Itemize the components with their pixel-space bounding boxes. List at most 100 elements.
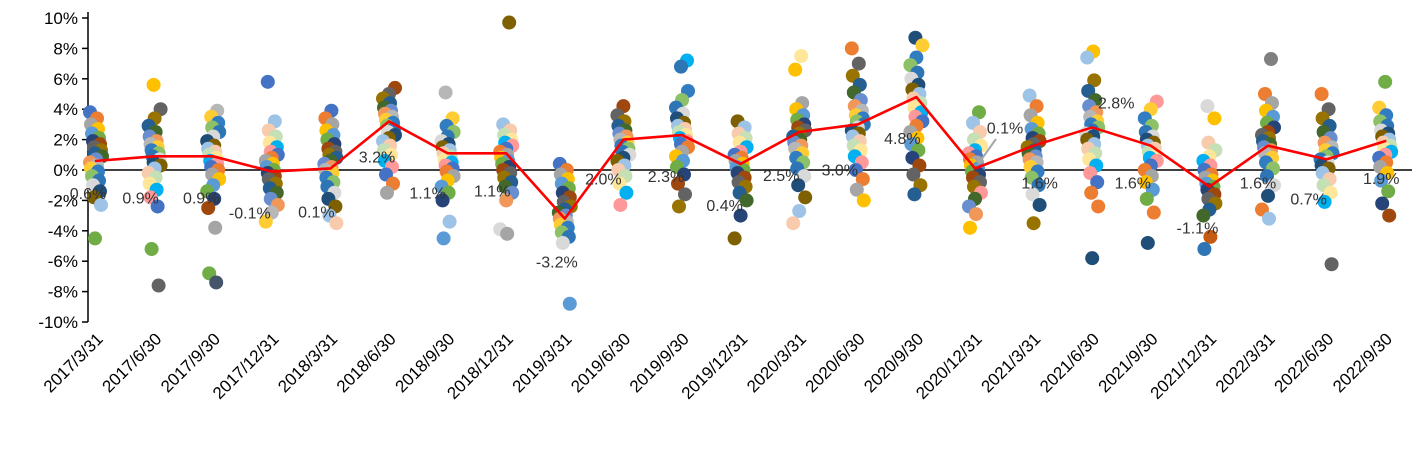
trend-data-label: 0.1% bbox=[987, 120, 1023, 137]
y-tick-label: -8% bbox=[48, 283, 78, 302]
y-tick-label: 10% bbox=[44, 9, 78, 28]
scatter-dot bbox=[1139, 191, 1154, 206]
scatter-dot bbox=[969, 207, 983, 222]
scatter-dot bbox=[1026, 216, 1041, 231]
scatter-dot bbox=[562, 296, 577, 311]
scatter-dot bbox=[499, 193, 514, 208]
scatter-dot bbox=[94, 197, 108, 212]
x-tick-label: 2022/3/31 bbox=[1212, 329, 1279, 396]
scatter-dot bbox=[438, 85, 453, 100]
data-labels: 0.6% 0.9% 0.9% -0.1% 0.1% 3.2% 1.1% 1.1% -3.2% 2.… bbox=[70, 95, 1400, 271]
scatter-dot bbox=[851, 56, 866, 71]
x-tick-label: 2021/3/31 bbox=[978, 329, 1045, 396]
x-tick-label: 2018/6/30 bbox=[333, 329, 400, 396]
scatter-dot bbox=[1080, 50, 1095, 65]
scatter-dot bbox=[1197, 242, 1212, 257]
trend-data-label: -0.1% bbox=[229, 206, 271, 223]
scatter-dot bbox=[727, 231, 742, 246]
scatter-dot bbox=[1317, 194, 1332, 209]
annotation-arrow bbox=[977, 138, 997, 165]
scatter-dot bbox=[907, 187, 922, 202]
trend-data-label: 0.6% bbox=[70, 186, 106, 203]
trend-data-label: 2.3% bbox=[648, 169, 684, 186]
scatter-dot bbox=[1025, 187, 1040, 202]
scatter-dot bbox=[88, 231, 102, 246]
scatter-dot bbox=[500, 226, 515, 241]
x-tick-label: 2017/6/30 bbox=[99, 329, 166, 396]
trend-data-label: -1.1% bbox=[1177, 221, 1219, 238]
y-tick-label: -4% bbox=[48, 222, 78, 241]
y-tick-label: -2% bbox=[48, 191, 78, 210]
scatter-dot bbox=[856, 193, 871, 208]
x-tick-label: 2017/3/31 bbox=[40, 329, 107, 396]
scatter-dot bbox=[1196, 208, 1211, 223]
scatter-dot bbox=[436, 231, 451, 246]
scatter-dot bbox=[1267, 178, 1281, 193]
scatter-dot bbox=[672, 199, 686, 214]
scatter-dot bbox=[1262, 211, 1276, 226]
y-tick-label: 2% bbox=[53, 131, 78, 150]
scatter-dot bbox=[146, 77, 161, 92]
trend-data-label: 4.8% bbox=[884, 131, 920, 148]
scatter-dot bbox=[855, 172, 870, 187]
x-tick-label: 2018/3/31 bbox=[274, 329, 341, 396]
trend-data-label: 0.9% bbox=[122, 190, 158, 207]
x-tick-label: 2019/6/30 bbox=[567, 329, 634, 396]
scatter-dot bbox=[1374, 173, 1389, 188]
trend-line bbox=[94, 95, 1387, 220]
trend-data-label: 1.6% bbox=[1240, 176, 1276, 193]
scatter-dot bbox=[788, 62, 803, 77]
scatter-dot bbox=[208, 220, 223, 235]
x-tick-label: 2022/9/30 bbox=[1329, 329, 1396, 396]
y-tick-label: 0% bbox=[53, 161, 78, 180]
scatter-dot bbox=[619, 185, 634, 200]
scatter-dot bbox=[613, 197, 628, 212]
scatter-dot bbox=[435, 193, 450, 208]
scatter-dot bbox=[442, 214, 457, 229]
scatter-dot bbox=[209, 275, 224, 290]
scatter-dot bbox=[1324, 257, 1339, 272]
scatter-dot bbox=[1382, 208, 1397, 223]
trend-data-label: 1.1% bbox=[409, 185, 445, 202]
scatter-dot bbox=[849, 182, 864, 197]
scatter-dot bbox=[555, 235, 570, 250]
trend-data-label: 0.1% bbox=[298, 204, 334, 221]
trend-data-label: 0.4% bbox=[706, 198, 742, 215]
scatter-dot bbox=[671, 176, 685, 191]
x-axis-labels: 2017/3/312017/6/302017/9/302017/12/31201… bbox=[40, 329, 1396, 403]
scatter-dot bbox=[260, 74, 275, 89]
trend-data-label: 3.2% bbox=[359, 149, 395, 166]
trend-data-label: 2.8% bbox=[1098, 95, 1134, 112]
scatter-dot bbox=[792, 204, 807, 219]
scatter-dot bbox=[674, 59, 688, 74]
scatter-dot bbox=[151, 278, 166, 293]
scatter-dot bbox=[786, 216, 801, 231]
scatter-dot bbox=[1146, 205, 1161, 220]
scatter-dot bbox=[1087, 73, 1102, 88]
trend-data-label: 3.0% bbox=[822, 162, 858, 179]
scatter-dot bbox=[963, 220, 977, 235]
scatter-dot bbox=[201, 201, 216, 215]
x-tick-label: 2020/6/30 bbox=[802, 329, 869, 396]
trend-data-label: 1.9% bbox=[1363, 171, 1399, 188]
scatter-dot bbox=[1091, 199, 1106, 214]
scatter-dot bbox=[1200, 99, 1215, 114]
scatter-dot bbox=[1140, 235, 1155, 250]
x-tick-label: 2021/6/30 bbox=[1036, 329, 1103, 396]
scatter-dot bbox=[1085, 251, 1100, 266]
scatter-dot bbox=[915, 38, 930, 53]
scatter-dot bbox=[733, 208, 748, 223]
trend-data-label: 1.6% bbox=[1115, 176, 1151, 193]
scatter-dot bbox=[906, 167, 921, 182]
x-tick-label: 2019/3/31 bbox=[509, 329, 576, 396]
scatter-dot bbox=[258, 214, 273, 229]
scatter-dot bbox=[1203, 229, 1218, 244]
scatter-dot bbox=[844, 41, 859, 56]
scatter-dot bbox=[1264, 52, 1278, 67]
scatter-dot bbox=[972, 105, 986, 120]
trend-data-label: 2.0% bbox=[585, 172, 621, 189]
scatter-dot bbox=[380, 185, 394, 200]
trend-data-label: -3.2% bbox=[536, 255, 578, 272]
